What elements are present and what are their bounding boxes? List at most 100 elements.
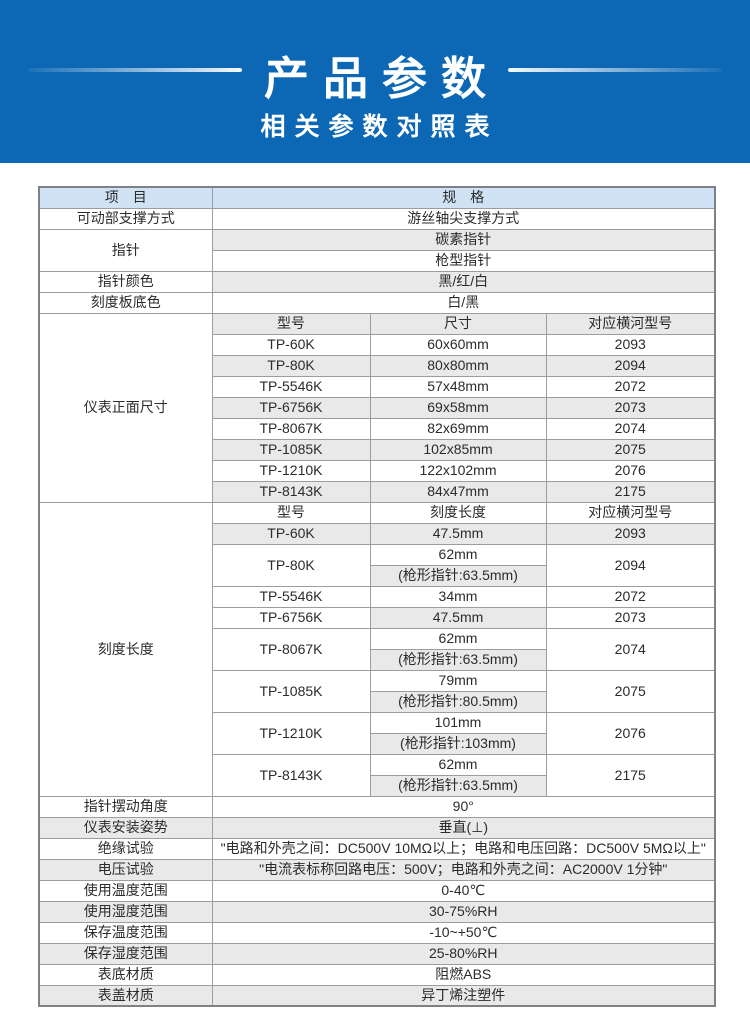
spec-table-container: 项 目 规 格 可动部支撑方式 游丝轴尖支撑方式 指针 碳素指针 枪型指针 指针… — [38, 186, 717, 1007]
model-cell: TP-1085K — [211, 438, 371, 461]
table-row: 可动部支撑方式 游丝轴尖支撑方式 — [38, 207, 716, 230]
spec-value: "电路和外壳之间：DC500V 10MΩ以上；电路和电压回路：DC500V 5M… — [211, 837, 716, 860]
size-row: TP-1085K 102x85mm 2075 — [39, 438, 716, 461]
model-cell: TP-8143K — [211, 480, 371, 503]
table-row: 绝缘试验 "电路和外壳之间：DC500V 10MΩ以上；电路和电压回路：DC50… — [38, 837, 716, 860]
yokogawa-cell: 2094 — [545, 354, 716, 377]
size-cell: 80x80mm — [369, 354, 547, 377]
spec-value: 碳素指针 — [211, 228, 716, 251]
model-cell: TP-8067K — [211, 627, 371, 671]
table-row: 刻度板底色 白/黑 — [38, 291, 716, 314]
model-cell: TP-6756K — [211, 396, 371, 419]
yokogawa-cell: 2075 — [545, 438, 716, 461]
size-row: TP-80K 80x80mm 2094 — [39, 354, 716, 377]
spec-value: "电流表标称回路电压：500V；电路和外壳之间：AC2000V 1分钟" — [211, 858, 716, 881]
yokogawa-cell: 2076 — [545, 459, 716, 482]
column-header-size: 尺寸 — [369, 312, 547, 335]
section-label-front-size: 仪表正面尺寸 — [38, 312, 213, 503]
model-cell: TP-60K — [211, 333, 371, 356]
row-label: 指针摆动角度 — [38, 795, 213, 818]
section-label-scale-length: 刻度长度 — [38, 501, 213, 797]
yokogawa-cell: 2074 — [545, 627, 716, 671]
yokogawa-cell: 2175 — [545, 480, 716, 503]
scale-cell: 101mm — [369, 711, 547, 734]
size-row: TP-1210K 122x102mm 2076 — [39, 459, 716, 482]
yokogawa-cell: 2175 — [545, 753, 716, 797]
header-spec-cell: 规 格 — [211, 186, 716, 209]
column-header-scale: 刻度长度 — [369, 501, 547, 524]
table-header-row: 项 目 规 格 — [38, 186, 716, 209]
yokogawa-cell: 2093 — [545, 522, 716, 545]
yokogawa-cell: 2075 — [545, 669, 716, 713]
spec-value: 垂直(⊥) — [211, 816, 716, 839]
row-label: 使用温度范围 — [38, 879, 213, 902]
table-row: 枪型指针 — [39, 249, 716, 272]
spec-value: -10~+50℃ — [211, 921, 716, 944]
scale-cell: 34mm — [369, 585, 547, 608]
model-cell: TP-1085K — [211, 669, 371, 713]
table-row: 指针 碳素指针 — [38, 228, 716, 272]
table-row: 仪表安装姿势 垂直(⊥) — [38, 816, 716, 839]
yokogawa-cell: 2093 — [545, 333, 716, 356]
size-cell: 69x58mm — [369, 396, 547, 419]
scale-cell: 47.5mm — [369, 522, 547, 545]
scale-row: (枪形指针:63.5mm) — [39, 648, 715, 671]
table-row: 保存温度范围 -10~+50℃ — [38, 921, 716, 944]
scale-cell: 62mm — [369, 627, 547, 650]
model-cell: TP-6756K — [211, 606, 371, 629]
row-label: 保存温度范围 — [38, 921, 213, 944]
scale-row: TP-60K 47.5mm 2093 — [39, 522, 716, 545]
row-label: 表底材质 — [38, 963, 213, 986]
model-cell: TP-1210K — [211, 459, 371, 482]
model-cell: TP-8143K — [211, 753, 371, 797]
row-label: 仪表安装姿势 — [38, 816, 213, 839]
row-label: 指针 — [38, 228, 213, 272]
scale-gun-cell: (枪形指针:80.5mm) — [369, 690, 547, 713]
scale-cell: 47.5mm — [369, 606, 547, 629]
table-row: 表底材质 阻燃ABS — [38, 963, 716, 986]
size-section-header-row: 仪表正面尺寸 型号 尺寸 对应横河型号 — [38, 312, 716, 503]
table-row: 使用湿度范围 30-75%RH — [38, 900, 716, 923]
yokogawa-cell: 2072 — [545, 585, 716, 608]
scale-gun-cell: (枪形指针:63.5mm) — [369, 648, 547, 671]
row-label: 可动部支撑方式 — [38, 207, 213, 230]
model-cell: TP-8067K — [211, 417, 371, 440]
header-item-cell: 项 目 — [38, 186, 213, 209]
size-row: TP-6756K 69x58mm 2073 — [39, 396, 716, 419]
scale-gun-cell: (枪形指针:103mm) — [369, 732, 547, 755]
row-label: 刻度板底色 — [38, 291, 213, 314]
spec-value: 白/黑 — [211, 291, 716, 314]
banner-rule-right — [508, 68, 722, 72]
row-label: 指针颜色 — [38, 270, 213, 293]
size-row: TP-8143K 84x47mm 2175 — [39, 480, 716, 503]
page-title: 产品参数 — [263, 53, 500, 104]
yokogawa-cell: 2076 — [545, 711, 716, 755]
model-cell: TP-80K — [211, 543, 371, 587]
yokogawa-cell: 2074 — [545, 417, 716, 440]
size-cell: 84x47mm — [369, 480, 547, 503]
spec-value: 枪型指针 — [211, 249, 716, 272]
size-row: TP-5546K 57x48mm 2072 — [39, 375, 716, 398]
scale-row: (枪形指针:103mm) — [39, 732, 715, 755]
spec-value: 游丝轴尖支撑方式 — [211, 207, 716, 230]
table-row: 使用温度范围 0-40℃ — [38, 879, 716, 902]
scale-row: TP-1210K 101mm 2076 — [39, 711, 716, 755]
spec-table: 项 目 规 格 可动部支撑方式 游丝轴尖支撑方式 指针 碳素指针 枪型指针 指针… — [38, 186, 717, 1007]
size-cell: 82x69mm — [369, 417, 547, 440]
row-label: 使用湿度范围 — [38, 900, 213, 923]
column-header-yokogawa: 对应横河型号 — [545, 312, 716, 335]
banner: 产品参数 相关参数对照表 — [0, 0, 750, 163]
spec-value: 25-80%RH — [211, 942, 716, 965]
table-row: 指针摆动角度 90° — [38, 795, 716, 818]
scale-row: TP-5546K 34mm 2072 — [39, 585, 716, 608]
model-cell: TP-5546K — [211, 375, 371, 398]
table-row: 电压试验 "电流表标称回路电压：500V；电路和外壳之间：AC2000V 1分钟… — [38, 858, 716, 881]
spec-value: 阻燃ABS — [211, 963, 716, 986]
spec-value: 黑/红/白 — [211, 270, 716, 293]
table-row: 保存湿度范围 25-80%RH — [38, 942, 716, 965]
size-cell: 60x60mm — [369, 333, 547, 356]
scale-row: (枪形指针:63.5mm) — [39, 774, 715, 797]
spec-value: 0-40℃ — [211, 879, 716, 902]
row-label: 保存湿度范围 — [38, 942, 213, 965]
scale-gun-cell: (枪形指针:63.5mm) — [369, 774, 547, 797]
